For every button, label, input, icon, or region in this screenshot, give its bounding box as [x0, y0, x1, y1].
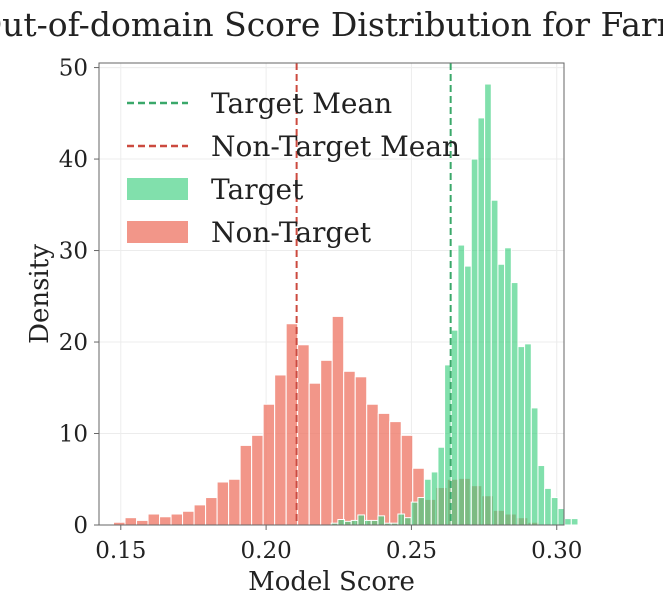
histogram-bar [389, 421, 402, 526]
histogram-bar [193, 504, 207, 526]
y-tick-label: 10 [59, 422, 88, 448]
histogram-bar [530, 407, 539, 526]
histogram-bar [205, 497, 218, 526]
histogram-bar [404, 517, 412, 526]
histogram-bar [430, 471, 439, 526]
legend-label: Non-Target Mean [211, 130, 460, 163]
x-tick-label: 0.20 [241, 538, 292, 564]
legend-item-target: Target [127, 173, 304, 206]
histogram-bar [464, 265, 472, 526]
histogram-bar [537, 465, 546, 526]
histogram-bar [437, 446, 446, 526]
histogram-bar [239, 444, 253, 526]
y-axis-label: Density [25, 244, 55, 344]
histogram-bar [262, 403, 276, 526]
histogram-bar [377, 515, 386, 526]
histogram-bar [344, 520, 352, 526]
histogram-bar [470, 158, 479, 526]
histogram-bar [517, 346, 526, 526]
histogram-bar [331, 315, 345, 526]
histogram-bar [544, 487, 552, 526]
y-tick-label: 50 [59, 56, 88, 82]
histogram-bar [354, 376, 368, 526]
histogram-bar [337, 519, 346, 526]
y-tick-label: 40 [59, 147, 88, 173]
histogram-bar [570, 518, 579, 526]
series-non-target-bars [113, 315, 540, 526]
histogram-bar [450, 329, 459, 526]
histogram-bar [159, 516, 172, 526]
histogram-bar [504, 247, 512, 526]
histogram-bar [424, 478, 432, 526]
legend-patch-swatch [127, 178, 188, 200]
x-tick-label: 0.15 [95, 538, 146, 564]
histogram-bar [510, 282, 519, 526]
histogram-bar [477, 117, 486, 526]
histogram-bar [377, 412, 391, 526]
histogram-bar [484, 83, 492, 526]
histogram-bar [524, 343, 532, 526]
x-tick-label: 0.30 [531, 538, 582, 564]
legend-item-non-target: Non-Target [127, 216, 372, 249]
histogram-bar [490, 199, 499, 526]
histogram-bar [410, 501, 419, 526]
histogram-bar [550, 497, 559, 526]
histogram-bar [216, 481, 230, 526]
ticks-layer: 0.15 0.20 0.25 0.30 0 10 20 30 40 50 [59, 56, 583, 564]
chart-title: Out-of-domain Score Distribution for Far… [0, 5, 663, 44]
histogram-bar [497, 263, 506, 526]
legend-label: Non-Target [211, 216, 372, 249]
histogram-bar [564, 518, 572, 526]
x-axis-label: Model Score [248, 567, 415, 597]
histogram-bar [366, 403, 379, 526]
histogram-bar [350, 519, 359, 526]
legend-label: Target [211, 173, 304, 206]
histogram-bar [297, 344, 310, 526]
plot-frame [98, 62, 565, 526]
histogram-bar [147, 513, 161, 526]
histogram-bar [343, 370, 356, 526]
histogram-bar [124, 517, 138, 526]
histogram-bar [364, 519, 372, 526]
y-tick-label: 30 [59, 239, 88, 265]
histogram-bar [251, 434, 264, 526]
histogram-bar [417, 497, 426, 526]
y-tick-label: 20 [59, 330, 88, 356]
histogram-bar [357, 514, 366, 526]
mean-lines-layer [295, 63, 452, 525]
histogram-bar [170, 513, 184, 526]
histogram-bar [136, 519, 149, 526]
legend-patch-swatch [127, 221, 188, 243]
legend-label: Target Mean [211, 87, 392, 120]
histogram-bar [320, 359, 333, 526]
legend-item-non-target-mean: Non-Target Mean [127, 130, 460, 163]
histogram-bar [274, 374, 287, 526]
histogram-bar [370, 519, 379, 526]
x-tick-label: 0.25 [386, 538, 437, 564]
histogram-bar [182, 510, 195, 526]
legend: Target Mean Non-Target Mean Target Non-Targ… [127, 87, 460, 249]
histogram-bar [308, 382, 322, 526]
legend-item-target-mean: Target Mean [127, 87, 392, 120]
histogram-bar [228, 478, 241, 526]
y-tick-label: 0 [73, 513, 88, 539]
histogram-bar [397, 513, 406, 526]
histogram-bar [457, 244, 466, 526]
